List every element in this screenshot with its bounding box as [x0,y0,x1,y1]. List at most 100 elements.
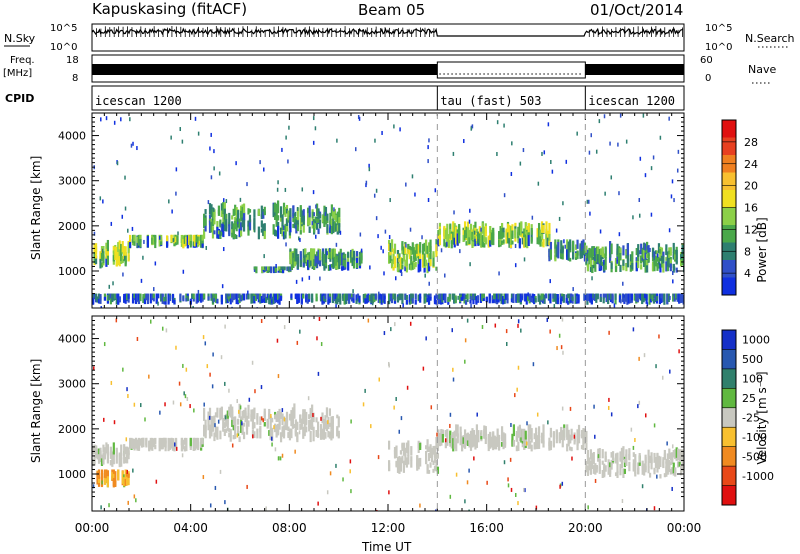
freq-unit: [MHz] [3,68,32,79]
power-cell [587,295,590,301]
power-cell [511,230,514,238]
power-speckle [617,142,619,147]
power-speckle [100,117,102,122]
velocity-cell [468,437,471,445]
velocity-cell [594,463,597,474]
velocity-speckle [430,405,433,410]
velocity-cell [585,430,588,438]
velocity-cell [440,439,443,446]
power-speckle [172,238,175,243]
power-cell [286,266,289,271]
velocity-cell [336,414,339,419]
velocity-speckle [93,366,95,371]
power-cell [450,233,453,241]
velocity-cell [500,442,504,447]
velocity-cell [151,444,154,451]
power-cell [103,296,107,301]
power-cell [308,226,311,233]
power-speckle [393,124,395,129]
power-speckle [281,147,283,152]
power-cell [592,246,595,257]
power-cell [260,296,263,304]
power-speckle [365,183,367,188]
power-cell [530,230,533,242]
power-cell [668,250,671,255]
velocity-cell [168,438,172,444]
velocity-cell [456,433,459,443]
power-speckle [105,116,108,121]
power-cell [437,231,440,242]
velocity-cell [192,437,195,450]
velocity-cell [94,445,98,458]
power-cell [208,218,212,223]
velocity-speckle [516,387,518,392]
colorbar-swatch [722,388,736,409]
velocity-cell [598,448,601,459]
power-cell [204,224,207,232]
power-cell [444,294,447,302]
velocity-speckle [638,356,640,361]
x-tick-label: 04:00 [173,521,208,535]
power-cell [425,293,428,299]
power-speckle [618,232,621,237]
power-cell [585,245,588,253]
power-cell [99,258,102,269]
power-cell [542,224,545,234]
power-cell [483,242,486,248]
velocity-cell [500,426,504,439]
velocity-speckle [517,365,520,370]
power-cell [173,234,176,242]
power-cell [281,230,284,237]
velocity-cell [225,420,228,427]
power-speckle [659,135,662,140]
power-cell [192,297,195,302]
power-cell [302,257,305,263]
power-cell [163,296,166,302]
power-cell [675,249,678,264]
velocity-cell [253,422,256,429]
power-cell [635,262,638,272]
velocity-speckle [395,396,397,401]
power-speckle [301,187,304,192]
power-cell [228,224,231,237]
velocity-cell [588,458,591,465]
power-cell [151,293,154,301]
power-cell [234,204,237,216]
power-cell [327,293,330,305]
power-cell [524,222,527,235]
velocity-cell [106,451,109,464]
power-cell [302,221,305,233]
power-cell [277,225,280,239]
velocity-cell [259,425,262,439]
velocity-cell [648,458,652,463]
velocity-speckle [224,381,226,386]
power-speckle [400,272,403,277]
power-cell [604,246,607,259]
power-cell [262,295,265,303]
power-cell [526,231,529,243]
power-cell [404,266,407,272]
power-speckle [154,261,157,266]
power-cell [489,225,492,236]
colorbar-tick-label: 4 [744,267,751,280]
power-speckle [671,179,674,184]
power-cell [171,293,175,303]
power-cell [241,217,244,228]
velocity-cell [604,465,607,472]
power-cell [210,204,213,218]
power-cell [447,296,450,303]
power-speckle [646,245,649,250]
power-speckle [383,271,385,276]
power-cell [289,208,292,217]
velocity-cell [266,420,269,426]
power-speckle [368,163,370,168]
power-speckle [259,160,261,165]
velocity-cell [126,472,129,480]
power-cell [321,258,325,266]
power-cell [576,239,579,249]
power-cell [555,294,558,305]
velocity-cell [120,444,123,456]
velocity-cell [281,426,284,437]
power-cell [446,231,449,244]
